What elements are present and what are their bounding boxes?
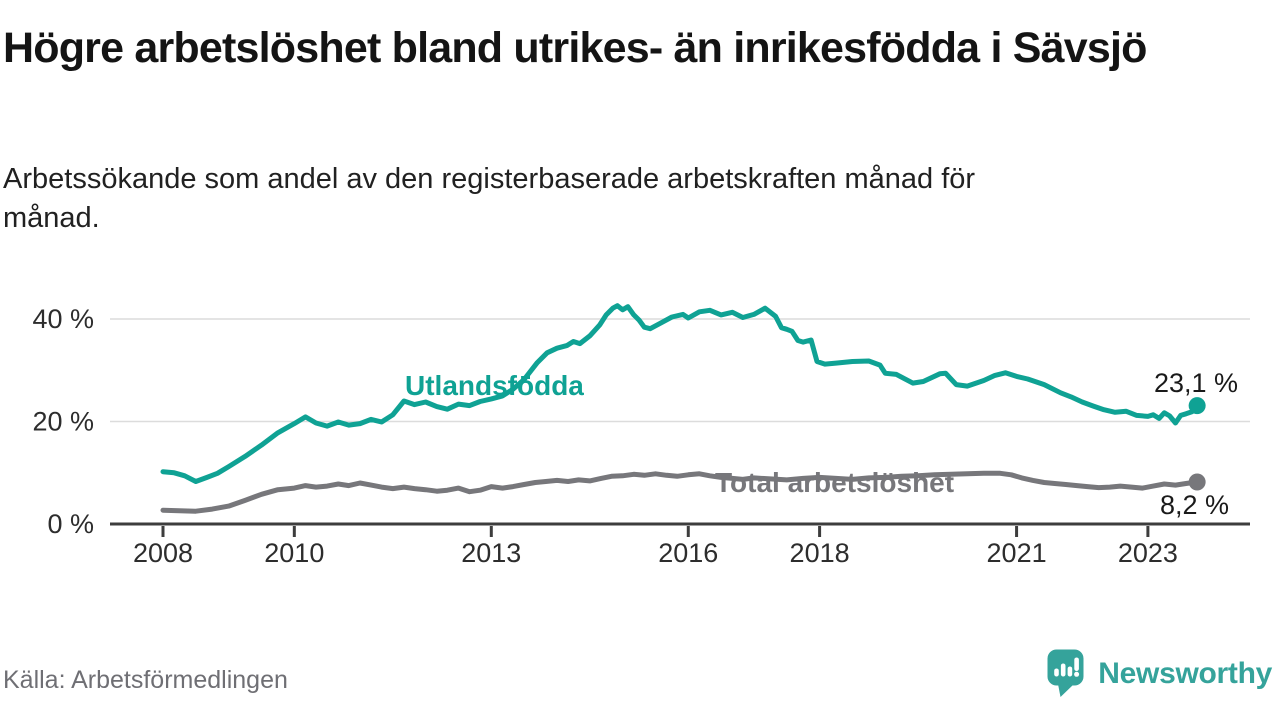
y-axis-tick-label: 40 % xyxy=(32,304,94,334)
y-axis-tick-label: 0 % xyxy=(47,509,94,539)
series-end-dot xyxy=(1188,473,1206,491)
y-axis-tick-label: 20 % xyxy=(32,407,94,437)
series-line-utlandsf-dda xyxy=(160,303,1200,484)
x-axis-tick-label: 2013 xyxy=(461,538,521,568)
series-line-total-arbetsl-shet xyxy=(160,470,1200,514)
series-label: Total arbetslöshet xyxy=(715,467,954,498)
newsworthy-logo-link[interactable]: Newsworthy xyxy=(1046,648,1272,699)
series-end-dot xyxy=(1188,397,1206,415)
newsworthy-bubble-chart-icon xyxy=(1047,649,1084,697)
x-axis-tick-label: 2010 xyxy=(264,538,324,568)
newsworthy-brand-text: Newsworthy xyxy=(1098,656,1272,690)
source-note: Källa: Arbetsförmedlingen xyxy=(3,666,288,694)
page-subtitle: Arbetssökande som andel av den registerb… xyxy=(3,163,976,234)
page-title: Högre arbetslöshet bland utrikes- än inr… xyxy=(3,24,1147,72)
series-end-value-label: 8,2 % xyxy=(1160,490,1229,520)
x-axis-tick-label: 2018 xyxy=(790,538,850,568)
series-label: Utlandsfödda xyxy=(405,370,584,401)
x-axis-tick-label: 2016 xyxy=(658,538,718,568)
x-axis-tick-label: 2008 xyxy=(133,538,193,568)
x-axis-tick-label: 2023 xyxy=(1118,538,1178,568)
series-end-value-label: 23,1 % xyxy=(1154,368,1238,398)
x-axis-tick-label: 2021 xyxy=(987,538,1047,568)
